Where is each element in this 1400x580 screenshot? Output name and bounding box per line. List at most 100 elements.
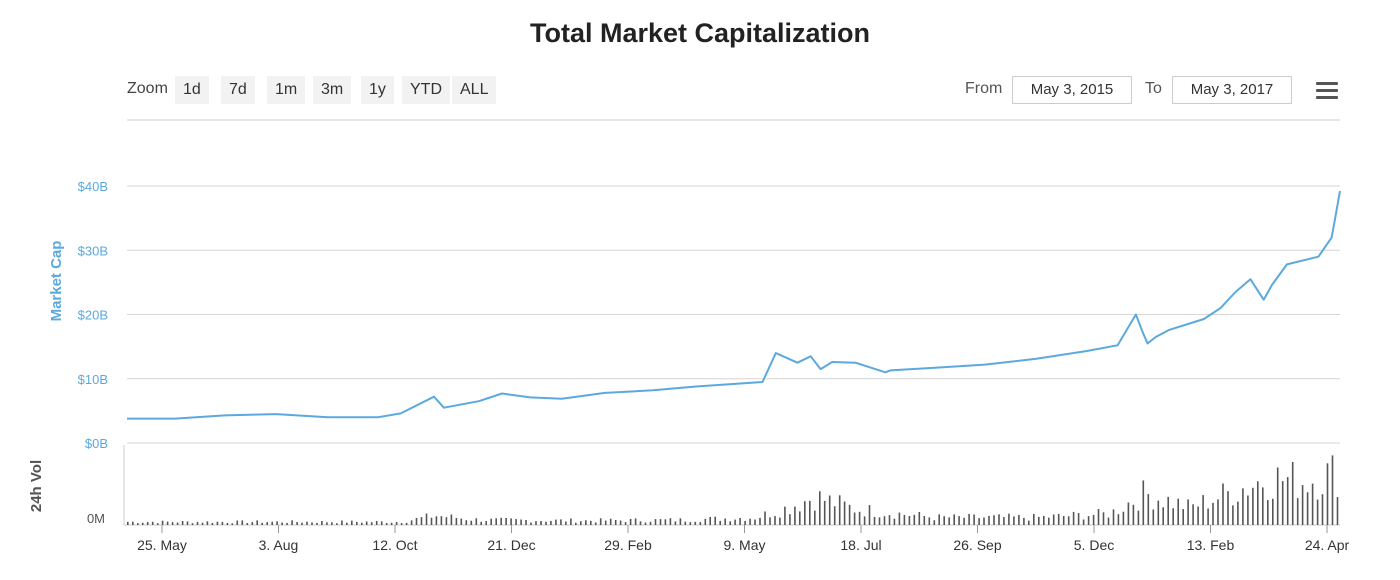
volume-bar [166, 521, 169, 525]
volume-bar [151, 521, 154, 525]
x-tick-label: 26. Sep [953, 537, 1001, 553]
volume-bar [132, 521, 134, 525]
volume-bar [281, 522, 283, 525]
volume-bar [301, 522, 303, 525]
volume-bar [485, 521, 487, 525]
volume-bar [550, 520, 552, 525]
volume-bar [928, 517, 931, 525]
volume-bar [794, 506, 796, 525]
volume-bar [266, 522, 268, 525]
volume-bar [1172, 508, 1174, 525]
x-tick-label: 24. Apr [1305, 537, 1350, 553]
volume-bar [1232, 505, 1234, 525]
volume-bar [530, 522, 532, 525]
volume-bar [868, 505, 871, 525]
volume-bar [948, 517, 950, 525]
volume-bar [500, 517, 502, 525]
volume-bar [146, 522, 149, 525]
volume-bar [923, 516, 926, 525]
y-tick-label: $30B [78, 243, 108, 258]
volume-bar [286, 522, 288, 525]
volume-bar [749, 518, 751, 525]
volume-bar [629, 518, 632, 525]
grid-lines [123, 119, 1340, 526]
volume-bar [819, 491, 821, 525]
volume-bar [390, 522, 393, 525]
volume-bar [246, 523, 249, 525]
volume-bar [998, 514, 1000, 525]
volume-bar [649, 521, 652, 525]
zoom-1y-button[interactable]: 1y [361, 76, 394, 104]
volume-bar [137, 523, 139, 525]
range-to-input[interactable]: May 3, 2017 [1172, 76, 1292, 104]
volume-bar [619, 520, 622, 525]
volume-bar [271, 521, 273, 525]
volume-bar [993, 515, 995, 525]
volume-bar [415, 517, 418, 525]
volume-bar [171, 522, 174, 525]
volume-bar [674, 521, 677, 525]
volume-bar [336, 523, 338, 525]
x-tick-label: 21. Dec [487, 537, 535, 553]
volume-bar [181, 521, 184, 525]
volume-bar [341, 520, 343, 525]
volume-bar [520, 519, 522, 525]
volume-bar [1067, 516, 1070, 525]
zoom-all-button[interactable]: ALL [452, 76, 497, 104]
x-tick-label: 29. Feb [604, 537, 652, 553]
volume-bar [684, 521, 687, 525]
volume-bar [326, 522, 328, 525]
volume-bar [843, 501, 846, 525]
volume-bar [1062, 516, 1065, 525]
volume-bar [356, 521, 358, 525]
volume-bar [1336, 497, 1339, 525]
volume-bar [256, 520, 258, 525]
volume-bar [1028, 520, 1030, 525]
volume-bar [1077, 513, 1080, 525]
volume-bar [973, 514, 975, 525]
zoom-7d-button[interactable]: 7d [221, 76, 255, 104]
volume-bar [1177, 498, 1179, 525]
volume-bar [719, 520, 721, 525]
hamburger-menu-icon[interactable] [1316, 82, 1338, 100]
volume-bar [893, 518, 896, 525]
volume-bar [535, 521, 537, 525]
volume-bar [331, 522, 333, 525]
zoom-1m-button[interactable]: 1m [267, 76, 306, 104]
y-tick-label: $20B [78, 308, 108, 323]
volume-bar [809, 500, 811, 525]
volume-bar [1092, 514, 1095, 525]
volume-bar [216, 521, 219, 525]
volume-bar [480, 521, 482, 525]
volume-bar [380, 521, 383, 525]
volume-bar [724, 518, 726, 525]
volume-bar [789, 514, 791, 525]
range-to-label: To [1145, 80, 1162, 97]
volume-bar [888, 515, 891, 525]
volume-bar [291, 520, 293, 525]
volume-bar [1122, 511, 1125, 525]
zoom-1d-button[interactable]: 1d [175, 76, 209, 104]
range-from-input[interactable]: May 3, 2015 [1012, 76, 1132, 104]
volume-bar [873, 516, 876, 525]
volume-bar [903, 514, 906, 525]
zoom-ytd-button[interactable]: YTD [402, 76, 450, 104]
volume-bar [545, 521, 547, 525]
volume-bar [963, 517, 965, 525]
zoom-3m-button[interactable]: 3m [313, 76, 352, 104]
volume-bar [221, 521, 224, 525]
volume-bar [1102, 512, 1105, 525]
volume-bar [236, 520, 239, 525]
volume-bar [604, 520, 607, 525]
volume-bar [644, 522, 647, 525]
volume-bar [1222, 483, 1224, 525]
volume-bar [1157, 500, 1160, 525]
volume-bar [709, 517, 711, 525]
volume-bar [570, 518, 572, 525]
x-tick-label: 25. May [137, 537, 187, 553]
volume-bar [510, 518, 512, 525]
volume-bar [654, 519, 657, 525]
volume-bar [161, 520, 164, 525]
volume-bar [858, 511, 861, 525]
volume-bar [351, 520, 353, 525]
